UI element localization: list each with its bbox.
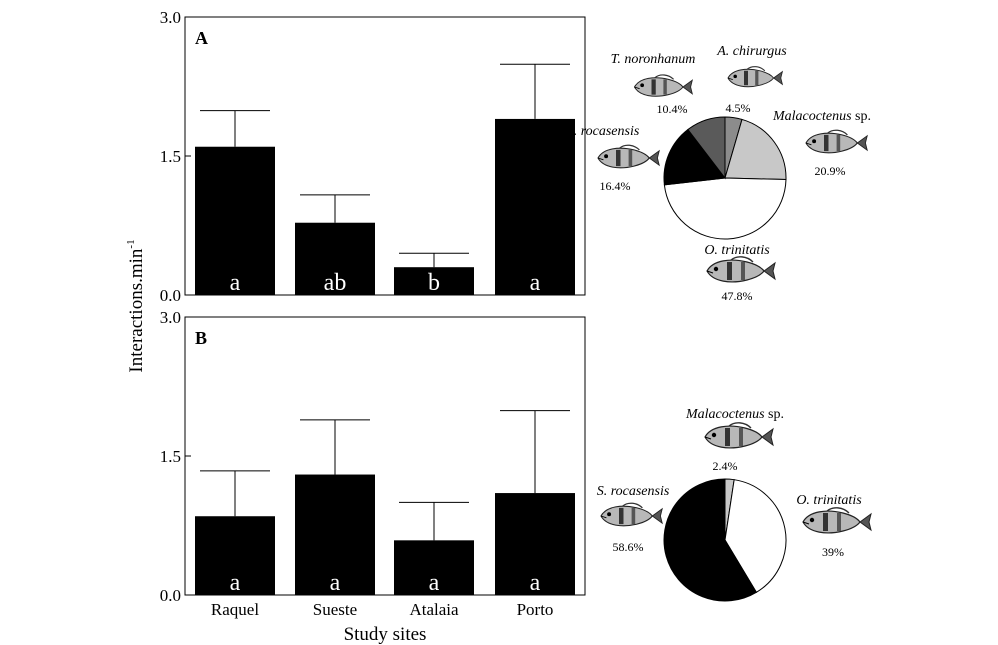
significance-letter: a [530,570,541,596]
fish-illustration-icon [600,502,663,527]
fish-illustration-icon [597,144,660,169]
y-tick-label: 0.0 [160,286,181,305]
x-tick-label: Raquel [211,600,259,619]
species-name: Malacoctenus sp. [685,407,784,422]
slice-percentage: 4.5% [726,101,751,115]
panel-b: 0.0 1.5 3.0 Ba Raquel a Sueste a Atalaia a Porto St… [160,308,586,645]
x-tick-label: Sueste [313,600,357,619]
species-name: O. trinitatis [796,493,862,508]
pie-charts: A. chirurgus 4.5% Malacoctenus sp. 20.9% O. … [567,44,872,602]
fish-illustration-icon [727,66,784,88]
species-name: A. chirurgus [716,44,787,59]
bar-porto [495,118,575,295]
significance-letter: a [530,270,541,296]
fish-illustration-icon [633,74,693,97]
panel-a: 0.0 1.5 3.0 Aa ab b a [160,8,586,305]
species-name: T. noronhanum [611,52,696,67]
significance-letter: a [330,570,341,596]
slice-percentage: 58.6% [613,540,644,554]
y-tick-label: 0.0 [160,586,181,605]
y-tick-label: 1.5 [160,147,181,166]
species-name: S. rocasensis [597,484,670,499]
significance-letter: a [429,570,440,596]
x-tick-label: Porto [517,600,554,619]
pie-slice [724,118,787,181]
x-tick-label: Atalaia [409,600,459,619]
pie-a: A. chirurgus 4.5% Malacoctenus sp. 20.9% O. … [567,44,871,303]
bar-atalaia [394,267,474,295]
y-tick-label: 3.0 [160,8,181,27]
slice-percentage: 16.4% [600,179,631,193]
bar-panels: 0.0 1.5 3.0 Aa ab b a 0.0 1.5 3.0 Ba Raquel a Sueste a… [125,8,586,645]
significance-letter: a [230,270,241,296]
fish-illustration-icon [706,256,776,283]
significance-letter: ab [324,270,347,296]
slice-percentage: 10.4% [657,102,688,116]
pie-slice [663,128,726,186]
pie-slice [724,479,787,593]
species-name: O. trinitatis [704,243,770,258]
y-tick-label: 3.0 [160,308,181,327]
species-name: Malacoctenus sp. [772,109,871,124]
panel-label: A [195,28,208,48]
panel-label: B [195,328,207,348]
fish-illustration-icon [704,422,774,449]
fish-illustration-icon [805,129,868,154]
slice-percentage: 39% [822,545,844,559]
bar-sueste [295,222,375,295]
pie-slice [687,116,726,180]
pie-slice [663,478,758,602]
slice-percentage: 20.9% [815,164,846,178]
bar-raquel [195,146,275,295]
y-tick-label: 1.5 [160,447,181,466]
bar-porto [495,493,575,595]
y-axis-title: Interactions.min-1 [125,239,147,372]
slice-percentage: 2.4% [713,459,738,473]
significance-letter: b [428,270,440,296]
fish-illustration-icon [802,507,872,534]
pie-slice [663,177,787,240]
pie-b: Malacoctenus sp. 2.4% O. trinitatis 39% S. r… [597,407,872,602]
slice-percentage: 47.8% [722,289,753,303]
species-name: S. rocasensis [567,124,640,139]
significance-letter: a [230,570,241,596]
bar-raquel [195,516,275,595]
x-axis-title: Study sites [344,624,427,645]
bar-atalaia [394,540,474,595]
bar-sueste [295,474,375,595]
